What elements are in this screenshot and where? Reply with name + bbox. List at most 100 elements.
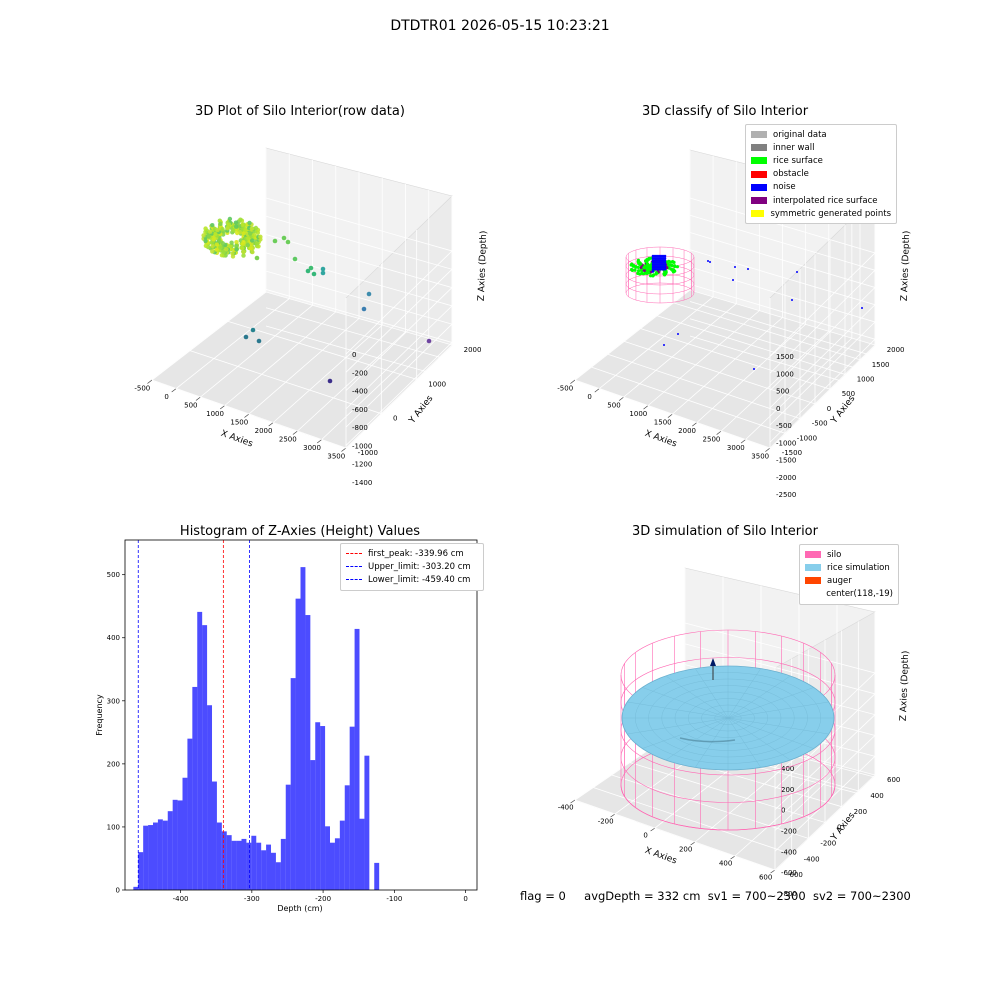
data-point bbox=[234, 224, 239, 229]
gridline bbox=[265, 289, 453, 446]
y-tick-label: -1500 bbox=[782, 449, 802, 457]
histogram-bar bbox=[212, 781, 217, 890]
data-point bbox=[272, 238, 278, 244]
gridline bbox=[689, 283, 876, 443]
data-point bbox=[240, 222, 245, 227]
rice-mesh bbox=[727, 687, 814, 719]
gridline bbox=[574, 298, 771, 449]
histogram-bar bbox=[354, 628, 360, 890]
data-point bbox=[361, 306, 367, 312]
simulation-ylabel: Y Axies bbox=[829, 811, 858, 844]
gridline bbox=[689, 214, 876, 374]
tick bbox=[618, 396, 624, 401]
histogram-bar bbox=[334, 838, 340, 890]
tick bbox=[667, 413, 673, 418]
gridline bbox=[265, 234, 453, 391]
legend-swatch bbox=[751, 197, 767, 205]
gridline bbox=[591, 283, 786, 434]
noise-point bbox=[655, 267, 659, 271]
z-tick-label: -600 bbox=[781, 869, 797, 877]
x-tick-label: -500 bbox=[557, 385, 573, 393]
legend-line-swatch bbox=[346, 566, 362, 568]
noise-point bbox=[661, 259, 665, 262]
z-tick-label: -2000 bbox=[776, 474, 796, 482]
tick bbox=[770, 869, 776, 874]
histogram-bar bbox=[364, 755, 370, 890]
simulation-legend: silo rice simulation auger center(118,-19) bbox=[799, 544, 899, 605]
noise-point bbox=[657, 256, 661, 260]
histogram-bar bbox=[182, 777, 188, 890]
rice-mesh bbox=[665, 675, 729, 719]
data-point bbox=[241, 231, 246, 236]
noise-point bbox=[651, 259, 655, 262]
legend-label: original data bbox=[773, 129, 827, 140]
y-tick-label: 200 bbox=[107, 760, 120, 768]
histogram-bar bbox=[216, 822, 222, 890]
noise-point bbox=[659, 259, 663, 262]
gridline bbox=[689, 301, 876, 460]
raw-plot-title: 3D Plot of Silo Interior(row data) bbox=[195, 104, 405, 119]
y-tick-label: -1000 bbox=[358, 449, 378, 457]
data-point bbox=[203, 243, 209, 248]
legend-label: silo bbox=[827, 549, 842, 560]
noise-point bbox=[653, 261, 657, 264]
tick bbox=[716, 430, 722, 435]
tick bbox=[570, 799, 576, 804]
noise-point bbox=[663, 254, 667, 258]
data-point bbox=[206, 234, 211, 239]
noise-point bbox=[734, 266, 736, 268]
y-tick-label: 100 bbox=[107, 823, 120, 831]
z-tick-label: -1200 bbox=[352, 461, 372, 469]
noise-point bbox=[663, 263, 667, 267]
data-point bbox=[240, 245, 245, 251]
z-tick-label: -1000 bbox=[352, 442, 372, 450]
tick bbox=[292, 430, 298, 435]
histogram-legend: first_peak: -339.96 cm Upper_limit: -303.… bbox=[340, 543, 484, 591]
z-tick-label: -400 bbox=[352, 388, 368, 396]
class-point bbox=[643, 271, 647, 275]
legend-label: obstacle bbox=[773, 169, 809, 180]
status-footer: flag = 0 avgDepth = 332 cm sv1 = 700~230… bbox=[520, 889, 911, 903]
data-point bbox=[250, 327, 256, 333]
histogram-bar bbox=[221, 831, 227, 890]
noise-point bbox=[655, 261, 659, 264]
noise-point bbox=[651, 261, 655, 264]
gridline bbox=[265, 307, 453, 465]
y-tick-label: 400 bbox=[107, 634, 120, 642]
noise-point bbox=[657, 259, 661, 262]
gridline bbox=[265, 252, 453, 410]
data-point bbox=[203, 226, 208, 231]
x-tick-label: 400 bbox=[719, 859, 732, 867]
class-point bbox=[637, 269, 641, 273]
histogram-bar bbox=[202, 625, 208, 890]
data-point bbox=[243, 227, 248, 233]
noise-point bbox=[709, 261, 711, 263]
x-tick-label: 0 bbox=[463, 895, 467, 903]
histogram-bar bbox=[290, 678, 296, 890]
legend-swatch bbox=[751, 131, 767, 139]
legend-swatch bbox=[751, 144, 767, 152]
rice-mesh bbox=[727, 717, 814, 749]
rice-shadow bbox=[679, 737, 736, 743]
x-tick-label: -100 bbox=[386, 895, 402, 903]
silo-wire bbox=[620, 784, 836, 831]
noise-point bbox=[657, 265, 661, 269]
histogram-bar bbox=[148, 825, 154, 890]
class-point bbox=[652, 273, 656, 277]
tick bbox=[692, 422, 698, 427]
z-tick-label: -400 bbox=[781, 848, 797, 856]
histogram-bars bbox=[133, 567, 380, 890]
x-tick-label: -500 bbox=[134, 384, 150, 392]
noise-point bbox=[657, 254, 661, 258]
legend-label: first_peak: -339.96 cm bbox=[368, 548, 464, 559]
x-tick-label: 3000 bbox=[303, 444, 321, 452]
noise-point bbox=[655, 254, 659, 258]
rice-mesh bbox=[727, 668, 761, 719]
noise-point bbox=[657, 267, 661, 271]
data-point bbox=[249, 226, 255, 231]
histogram-bar bbox=[320, 726, 326, 890]
histogram-bar bbox=[236, 840, 242, 890]
y-tick-label: -400 bbox=[804, 855, 820, 863]
